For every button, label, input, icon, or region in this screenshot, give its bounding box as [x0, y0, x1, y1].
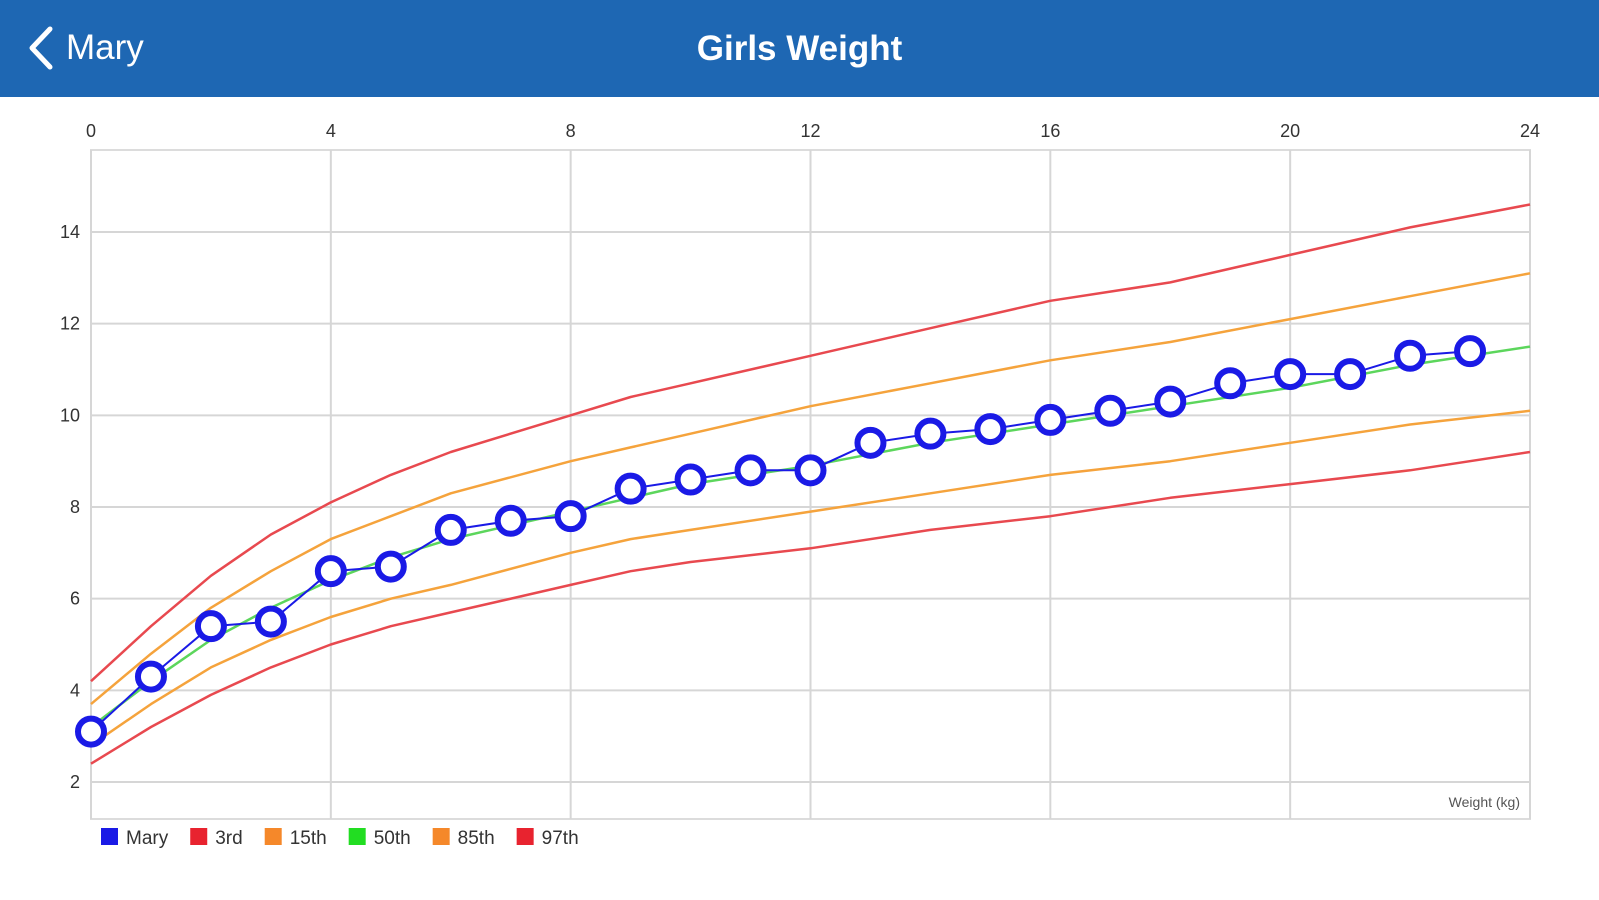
legend-swatch-15th	[264, 828, 282, 845]
data-point-mary[interactable]	[75, 715, 107, 748]
data-point-mary[interactable]	[734, 454, 767, 487]
legend-label-15th: 15th	[290, 828, 327, 849]
data-point-mary[interactable]	[314, 555, 347, 588]
series-line-15th	[90, 409, 1531, 747]
y-tick-label: 6	[70, 589, 80, 609]
series-line-mary	[90, 350, 1471, 733]
data-point-mary[interactable]	[1154, 385, 1187, 418]
y-axis-label: Weight (kg)	[1449, 794, 1520, 810]
series-line-3rd	[90, 450, 1531, 765]
data-point-mary[interactable]	[1454, 335, 1487, 368]
y-tick-label: 8	[70, 497, 80, 517]
data-point-mary[interactable]	[974, 413, 1007, 446]
y-tick-label: 2	[70, 772, 80, 792]
legend-label-mary: Mary	[126, 828, 169, 849]
chart-legend: Mary 3rd 15th 50th 85th 97th	[101, 828, 579, 849]
data-point-mary[interactable]	[374, 550, 407, 583]
y-tick-label: 12	[60, 314, 80, 334]
series-line-85th	[90, 272, 1531, 706]
legend-swatch-50th	[348, 828, 366, 845]
data-point-mary[interactable]	[1334, 358, 1367, 391]
data-point-mary[interactable]	[1214, 367, 1247, 400]
data-point-mary[interactable]	[494, 504, 527, 537]
x-tick-label: 8	[566, 121, 576, 141]
data-point-mary[interactable]	[554, 500, 587, 533]
legend-swatch-97th	[516, 828, 534, 845]
chevron-left-icon	[29, 26, 53, 70]
y-tick-label: 4	[70, 680, 80, 700]
y-tick-label: 14	[60, 222, 80, 242]
chart-grid	[90, 149, 1531, 820]
back-label: Mary	[66, 28, 144, 67]
data-point-mary[interactable]	[254, 605, 287, 638]
data-point-mary[interactable]	[854, 426, 887, 459]
back-button[interactable]: Mary	[22, 18, 144, 78]
data-point-mary[interactable]	[674, 463, 707, 496]
legend-label-97th: 97th	[542, 828, 579, 849]
x-tick-label: 12	[800, 121, 820, 141]
data-point-mary[interactable]	[794, 454, 827, 487]
data-point-mary[interactable]	[434, 513, 467, 546]
page-title: Girls Weight	[696, 28, 903, 68]
x-tick-label: 0	[86, 121, 96, 141]
legend-label-3rd: 3rd	[215, 828, 242, 849]
legend-swatch-85th	[432, 828, 450, 845]
x-tick-label: 20	[1280, 121, 1300, 141]
legend-label-50th: 50th	[374, 828, 411, 849]
data-point-mary[interactable]	[194, 610, 227, 643]
data-point-mary[interactable]	[1274, 358, 1307, 391]
navigation-bar: Mary Girls Weight	[0, 0, 1599, 97]
data-point-mary[interactable]	[1394, 339, 1427, 372]
x-tick-label: 24	[1520, 121, 1540, 141]
data-point-mary[interactable]	[134, 660, 167, 693]
data-point-mary[interactable]	[914, 417, 947, 450]
legend-label-85th: 85th	[458, 828, 495, 849]
series-line-97th	[90, 203, 1531, 683]
data-point-mary[interactable]	[1034, 403, 1067, 436]
y-tick-label: 10	[60, 405, 80, 425]
chart-series	[75, 203, 1531, 765]
x-tick-label: 16	[1040, 121, 1060, 141]
legend-swatch-3rd	[190, 828, 208, 845]
x-tick-label: 4	[326, 121, 336, 141]
data-point-mary[interactable]	[1094, 394, 1127, 427]
legend-swatch-mary	[101, 828, 118, 845]
data-point-mary[interactable]	[614, 472, 647, 505]
